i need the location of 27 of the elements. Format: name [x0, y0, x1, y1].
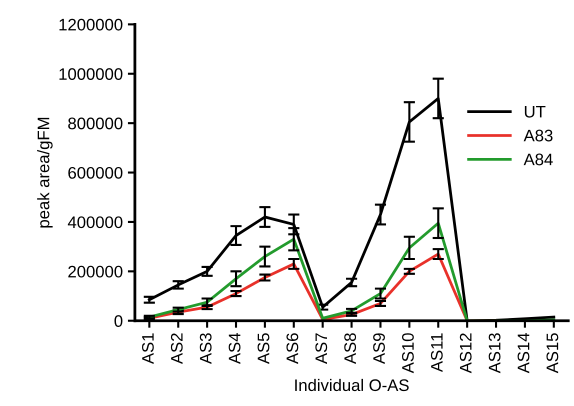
- y-tick-label: 400000: [68, 216, 122, 228]
- y-tick-label: 200000: [68, 266, 122, 278]
- y-tick-label: 1000000: [59, 68, 122, 80]
- x-tick-label: AS14: [518, 333, 530, 374]
- x-tick-label: AS4: [228, 333, 240, 364]
- legend-label: A84: [524, 154, 553, 166]
- y-tick-label: 600000: [68, 166, 122, 179]
- x-axis-title: Individual O-AS: [295, 378, 409, 392]
- x-tick-label: AS7: [315, 333, 328, 364]
- x-tick-label: AS2: [170, 333, 183, 364]
- x-tick-label: AS10: [402, 333, 414, 374]
- x-tick-label: AS15: [546, 333, 558, 374]
- x-tick-label: AS8: [344, 333, 356, 364]
- y-axis-title: peak area/gFM: [37, 118, 53, 228]
- x-tick-label: AS13: [488, 333, 501, 374]
- x-tick-label: AS1: [142, 333, 154, 364]
- x-tick-label: AS11: [430, 333, 443, 372]
- x-tick-label: AS9: [373, 333, 385, 364]
- x-tick-label: AS12: [460, 333, 472, 374]
- legend-label: UT: [524, 106, 546, 118]
- x-tick-label: AS3: [200, 333, 212, 364]
- legend-label: A83: [524, 130, 553, 142]
- y-tick-label: 0: [114, 315, 122, 327]
- y-tick-label: 1200000: [59, 18, 122, 31]
- y-tick-label: 800000: [68, 118, 122, 130]
- x-tick-label: AS6: [286, 333, 298, 364]
- x-tick-label: AS5: [258, 333, 270, 364]
